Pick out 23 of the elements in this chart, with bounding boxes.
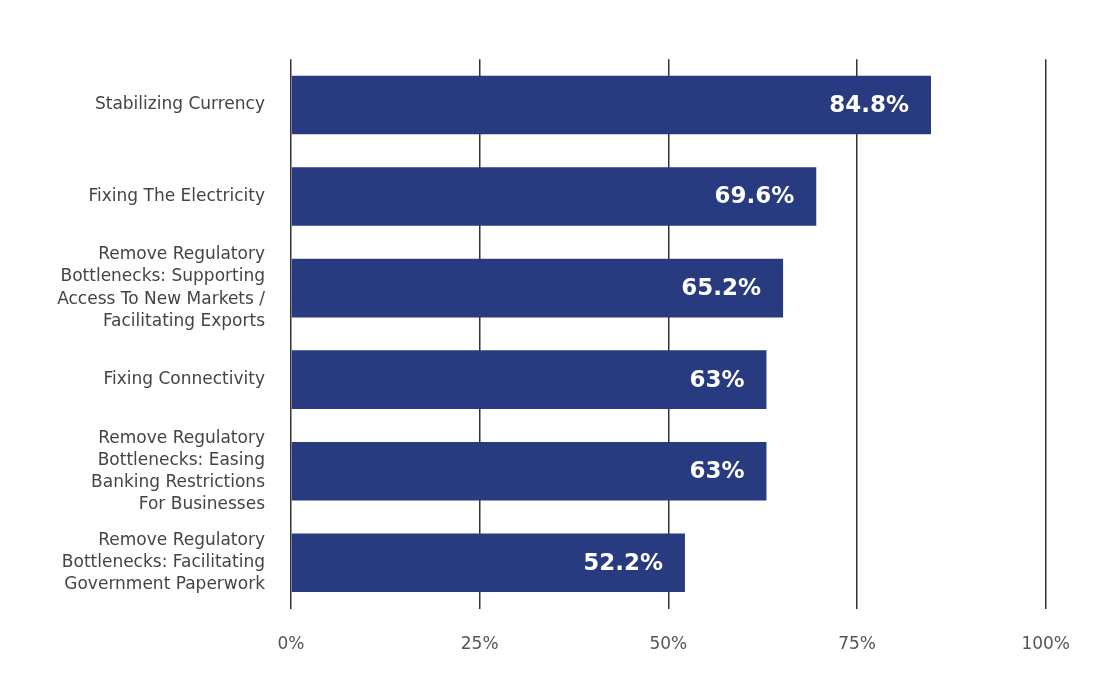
x-tick-label: 75%	[838, 633, 876, 654]
bar	[291, 258, 784, 318]
y-tick-label: Remove Regulatory Bottlenecks: Supporting Access To New Markets / Facilitating Exports	[57, 243, 266, 330]
x-tick-label: 100%	[1021, 633, 1070, 654]
data-label: 65.2%	[681, 274, 762, 301]
data-label: 63%	[689, 365, 745, 392]
bar	[291, 350, 767, 409]
y-tick-label: Fixing Connectivity	[103, 368, 265, 389]
y-tick-label: Fixing The Electricity	[88, 184, 265, 205]
y-tick-label: Remove Regulatory Bottlenecks: Facilitating Government Paperwork	[61, 529, 266, 594]
x-tick-label: 0%	[277, 633, 305, 654]
bar	[291, 441, 767, 501]
data-label: 84.8%	[829, 90, 909, 117]
data-label: 52.2%	[583, 548, 663, 575]
bar	[291, 533, 685, 593]
x-tick-label: 50%	[649, 633, 688, 654]
bar	[291, 75, 931, 135]
data-label: 69.6%	[714, 182, 795, 209]
bar	[291, 167, 817, 226]
y-tick-label: Stabilizing Currency	[94, 93, 265, 114]
y-tick-label: Remove Regulatory Bottlenecks: Easing Banking Restrictions For Businesses	[91, 426, 266, 513]
data-label: 63%	[689, 457, 745, 484]
x-tick-label: 25%	[460, 633, 499, 654]
